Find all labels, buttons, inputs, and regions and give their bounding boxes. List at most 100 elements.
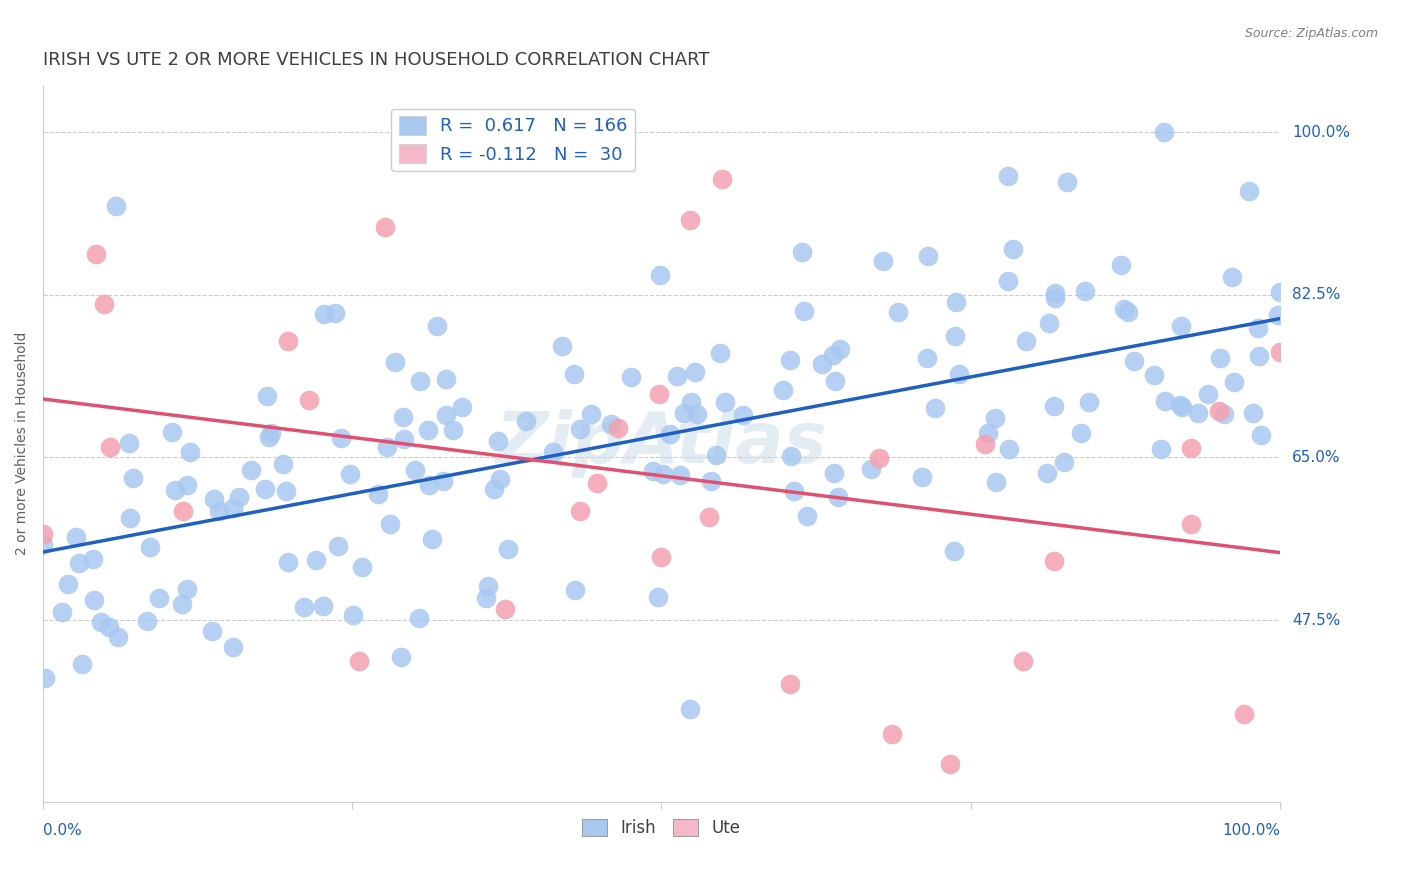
Text: 82.5%: 82.5% [1292, 287, 1341, 302]
Point [1109, 259, 1132, 273]
Point [1112, 302, 1135, 317]
Point [860, 461, 883, 475]
Point [679, 213, 702, 227]
Point [314, 308, 336, 322]
Point [586, 475, 609, 490]
Point [943, 328, 966, 343]
Point [494, 602, 516, 616]
Point [148, 591, 170, 605]
Point [1074, 284, 1097, 298]
Point [256, 389, 278, 403]
Point [1011, 654, 1033, 668]
Point [1070, 426, 1092, 441]
Point [201, 624, 224, 638]
Point [641, 464, 664, 478]
Point [1153, 125, 1175, 139]
Point [389, 649, 412, 664]
Point [98, 620, 121, 634]
Point [1250, 428, 1272, 442]
Point [868, 450, 890, 465]
Point [72, 657, 94, 672]
Point [772, 383, 794, 397]
Point [292, 599, 315, 614]
Legend: Irish, Ute: Irish, Ute [576, 812, 747, 843]
Point [83, 593, 105, 607]
Point [105, 199, 128, 213]
Point [790, 244, 813, 259]
Point [562, 367, 585, 381]
Point [352, 559, 374, 574]
Text: 100.0%: 100.0% [1222, 823, 1279, 838]
Point [32, 527, 55, 541]
Point [298, 392, 321, 407]
Point [648, 387, 671, 401]
Point [207, 504, 229, 518]
Point [924, 401, 946, 415]
Y-axis label: 2 or more Vehicles in Household: 2 or more Vehicles in Household [15, 332, 30, 555]
Point [122, 471, 145, 485]
Point [392, 409, 415, 424]
Point [973, 437, 995, 451]
Point [65, 530, 87, 544]
Point [486, 434, 509, 448]
Point [367, 487, 389, 501]
Point [404, 463, 426, 477]
Point [620, 370, 643, 384]
Text: 65.0%: 65.0% [1292, 450, 1341, 465]
Point [564, 583, 586, 598]
Point [1268, 345, 1291, 359]
Point [1208, 404, 1230, 418]
Point [948, 368, 970, 382]
Point [254, 482, 277, 496]
Point [176, 477, 198, 491]
Point [257, 430, 280, 444]
Point [651, 467, 673, 481]
Point [1233, 706, 1256, 721]
Point [1014, 334, 1036, 349]
Point [392, 432, 415, 446]
Point [1036, 467, 1059, 481]
Point [1150, 442, 1173, 456]
Point [541, 445, 564, 459]
Point [56, 577, 79, 591]
Text: ZipAtlas: ZipAtlas [495, 409, 827, 478]
Point [666, 368, 689, 383]
Point [977, 426, 1000, 441]
Point [434, 408, 457, 422]
Point [312, 599, 335, 613]
Point [1168, 398, 1191, 412]
Point [260, 426, 283, 441]
Point [779, 450, 801, 464]
Text: Source: ZipAtlas.com: Source: ZipAtlas.com [1244, 27, 1378, 40]
Point [796, 509, 818, 524]
Point [163, 483, 186, 497]
Text: 0.0%: 0.0% [44, 823, 82, 838]
Point [872, 254, 894, 268]
Point [84, 247, 107, 261]
Point [221, 640, 243, 654]
Point [887, 304, 910, 318]
Point [882, 727, 904, 741]
Point [416, 423, 439, 437]
Point [1038, 317, 1060, 331]
Point [271, 457, 294, 471]
Point [515, 414, 537, 428]
Point [1043, 291, 1066, 305]
Point [374, 219, 396, 234]
Point [782, 484, 804, 499]
Point [1170, 318, 1192, 333]
Point [426, 319, 449, 334]
Point [330, 431, 353, 445]
Point [911, 470, 934, 484]
Point [228, 490, 250, 504]
Point [221, 501, 243, 516]
Point [107, 630, 129, 644]
Point [599, 417, 621, 432]
Point [1077, 394, 1099, 409]
Point [1209, 351, 1232, 366]
Point [1220, 270, 1243, 285]
Point [681, 395, 703, 409]
Point [915, 351, 938, 366]
Text: 100.0%: 100.0% [1292, 125, 1350, 139]
Point [828, 342, 851, 356]
